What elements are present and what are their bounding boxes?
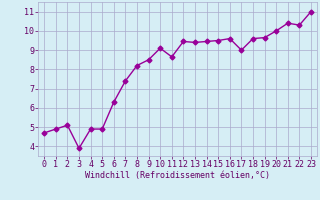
X-axis label: Windchill (Refroidissement éolien,°C): Windchill (Refroidissement éolien,°C) (85, 171, 270, 180)
